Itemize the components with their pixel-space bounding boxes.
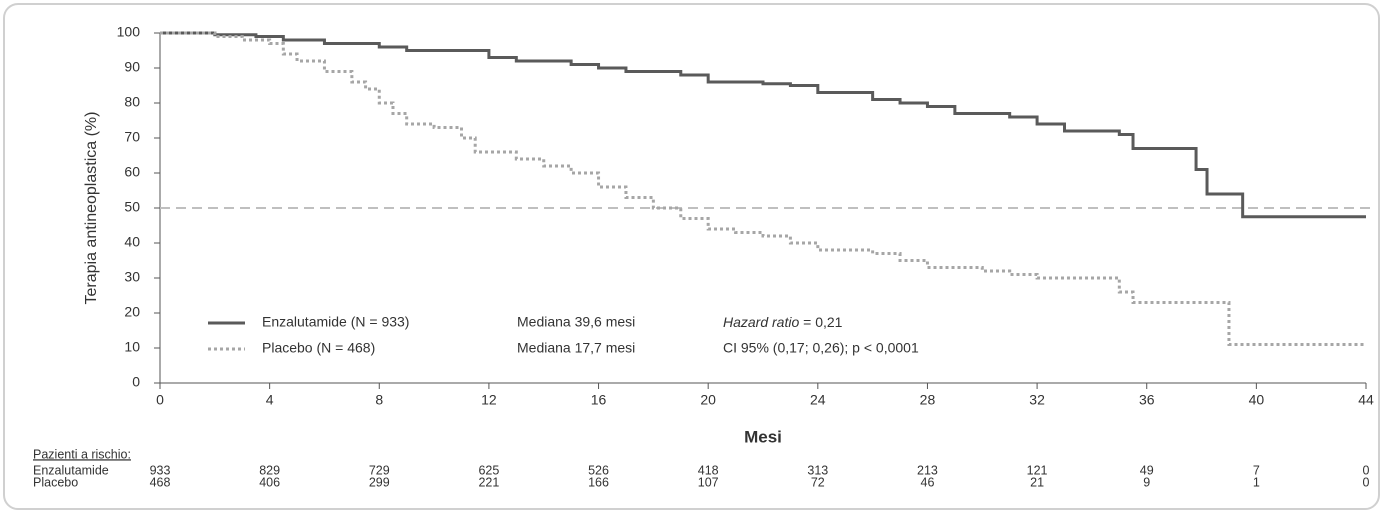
- y-tick-label: 30: [124, 269, 140, 285]
- risk-value: 933: [150, 463, 171, 477]
- y-tick-label: 90: [124, 59, 140, 75]
- x-tick-label: 16: [591, 392, 607, 408]
- risk-row-label: Placebo: [33, 475, 78, 489]
- risk-value: 625: [478, 463, 499, 477]
- risk-value: 21: [1030, 475, 1044, 489]
- median-label: Mediana 39,6 mesi: [517, 314, 635, 330]
- x-tick-label: 28: [920, 392, 936, 408]
- x-tick-label: 0: [156, 392, 164, 408]
- y-tick-label: 40: [124, 234, 140, 250]
- x-tick-label: 44: [1358, 392, 1374, 408]
- y-tick-label: 10: [124, 339, 140, 355]
- x-tick-label: 20: [700, 392, 716, 408]
- ci-text: CI 95% (0,17; 0,26); p < 0,0001: [723, 340, 919, 356]
- risk-value: 1: [1253, 475, 1260, 489]
- x-tick-label: 4: [266, 392, 274, 408]
- risk-value: 0: [1363, 475, 1370, 489]
- risk-value: 166: [588, 475, 609, 489]
- frame: [3, 3, 1380, 510]
- x-tick-label: 32: [1029, 392, 1045, 408]
- y-tick-label: 60: [124, 164, 140, 180]
- risk-value: 313: [807, 463, 828, 477]
- km-curve: [160, 31, 1366, 219]
- risk-value: 7: [1253, 463, 1260, 477]
- legend-label: Placebo (N = 468): [262, 340, 375, 356]
- hazard-value: = 0,21: [799, 314, 842, 330]
- risk-value: 299: [369, 475, 390, 489]
- risk-value: 121: [1027, 463, 1048, 477]
- legend-label: Enzalutamide (N = 933): [262, 314, 409, 330]
- x-tick-label: 8: [375, 392, 383, 408]
- risk-value: 9: [1143, 475, 1150, 489]
- y-tick-label: 0: [132, 374, 140, 390]
- y-tick-label: 80: [124, 94, 140, 110]
- risk-title: Pazienti a rischio:: [33, 447, 131, 461]
- y-tick-label: 50: [124, 199, 140, 215]
- risk-row-label: Enzalutamide: [33, 463, 109, 477]
- risk-value: 406: [259, 475, 280, 489]
- y-axis-label: Terapia antineoplastica (%): [83, 112, 100, 305]
- x-tick-label: 12: [481, 392, 497, 408]
- y-tick-label: 70: [124, 129, 140, 145]
- risk-value: 72: [811, 475, 825, 489]
- risk-value: 729: [369, 463, 390, 477]
- x-axis-label: Mesi: [744, 427, 782, 446]
- y-tick-label: 100: [117, 24, 141, 40]
- hazard-label: Hazard ratio: [723, 314, 799, 330]
- risk-value: 107: [698, 475, 719, 489]
- risk-value: 49: [1140, 463, 1154, 477]
- x-tick-label: 24: [810, 392, 826, 408]
- hazard-text: Hazard ratio = 0,21: [723, 314, 843, 330]
- risk-value: 468: [150, 475, 171, 489]
- x-tick-label: 40: [1249, 392, 1265, 408]
- risk-value: 829: [259, 463, 280, 477]
- risk-value: 0: [1363, 463, 1370, 477]
- x-tick-label: 36: [1139, 392, 1155, 408]
- risk-value: 46: [921, 475, 935, 489]
- y-tick-label: 20: [124, 304, 140, 320]
- risk-value: 526: [588, 463, 609, 477]
- risk-value: 418: [698, 463, 719, 477]
- risk-value: 221: [478, 475, 499, 489]
- risk-value: 213: [917, 463, 938, 477]
- median-label: Mediana 17,7 mesi: [517, 340, 635, 356]
